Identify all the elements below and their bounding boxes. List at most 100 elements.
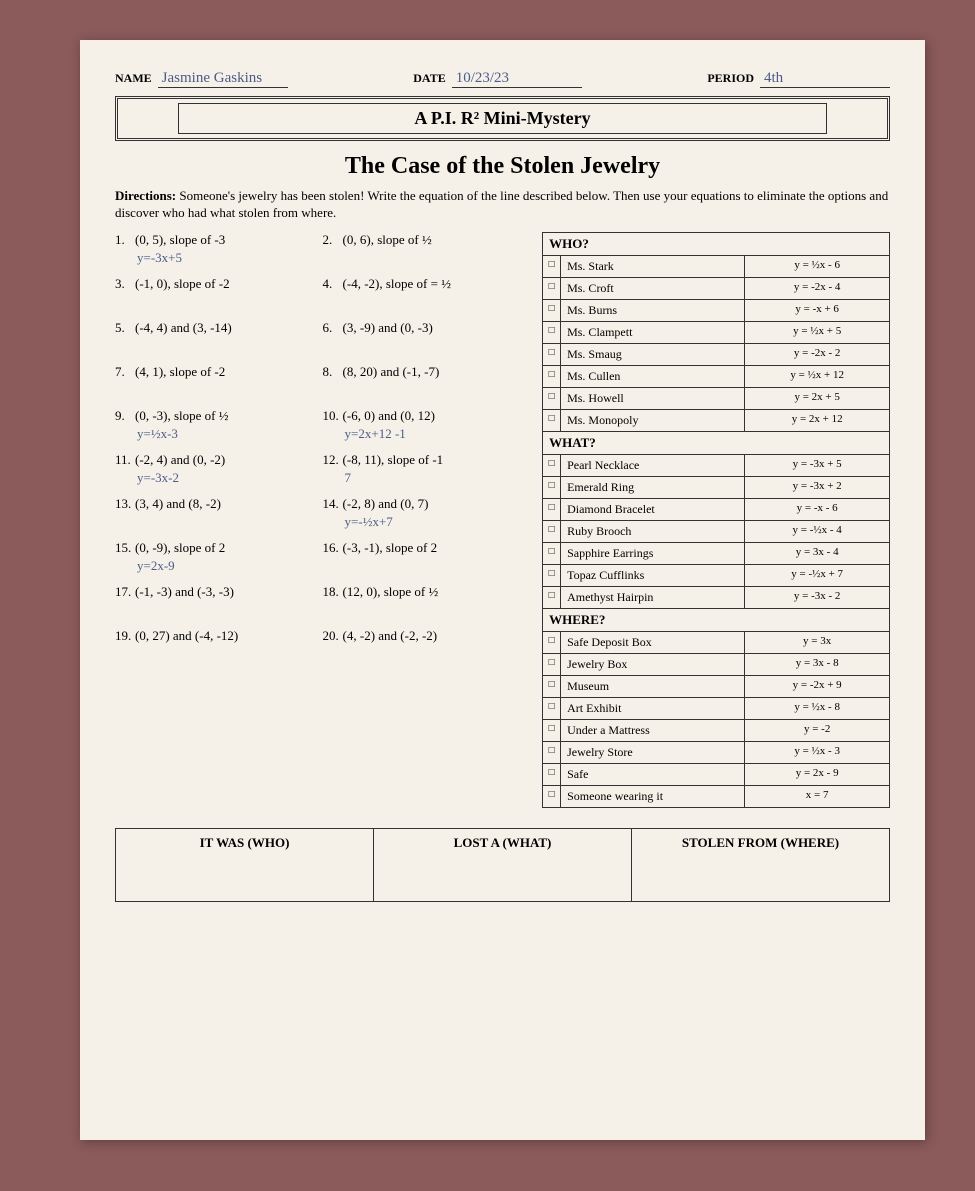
student-work[interactable]: y=-3x-2 [137,470,179,486]
answer-equation: y = 2x + 5 [745,388,889,409]
checkbox[interactable]: □ [543,344,561,365]
problem-number: 12. [323,452,343,468]
problem: 8.(8, 20) and (-1, -7) [323,364,531,380]
final-what[interactable]: LOST A (WHAT) [374,829,632,901]
student-work[interactable]: y=2x+12 -1 [345,426,406,442]
date-value[interactable]: 10/23/23 [452,70,582,88]
answer-equation: y = -2x - 2 [745,344,889,365]
answer-label: Emerald Ring [561,477,745,498]
checkbox[interactable]: □ [543,521,561,542]
answer-label: Someone wearing it [561,786,745,807]
answer-equation: y = ½x - 6 [745,256,889,277]
student-work[interactable]: y=-3x+5 [137,250,182,266]
answer-equation: y = 3x [745,632,889,653]
answer-table: WHO?□Ms. Starky = ½x - 6□Ms. Crofty = -2… [542,232,890,808]
final-answer-row: IT WAS (WHO) LOST A (WHAT) STOLEN FROM (… [115,828,890,902]
checkbox[interactable]: □ [543,543,561,564]
checkbox[interactable]: □ [543,742,561,763]
answer-label: Ruby Brooch [561,521,745,542]
answer-row: □Ruby Broochy = -½x - 4 [543,521,889,543]
answer-label: Ms. Clampett [561,322,745,343]
checkbox[interactable]: □ [543,256,561,277]
problem-text: (-2, 8) and (0, 7) [343,496,429,511]
problem-text: (0, -9), slope of 2 [135,540,225,555]
problem: 3.(-1, 0), slope of -2 [115,276,323,292]
problem-number: 17. [115,584,135,600]
answer-row: □Ms. Burnsy = -x + 6 [543,300,889,322]
answer-label: Ms. Howell [561,388,745,409]
answer-row: □Jewelry Boxy = 3x - 8 [543,654,889,676]
answer-row: □Topaz Cufflinksy = -½x + 7 [543,565,889,587]
problem-text: (-1, -3) and (-3, -3) [135,584,234,599]
final-who[interactable]: IT WAS (WHO) [116,829,374,901]
date-field: DATE 10/23/23 [413,70,581,88]
problem: 4.(-4, -2), slope of = ½ [323,276,531,292]
student-work[interactable]: 7 [345,470,352,486]
answer-row: □Ms. Smaugy = -2x - 2 [543,344,889,366]
answer-label: Ms. Smaug [561,344,745,365]
checkbox[interactable]: □ [543,366,561,387]
student-work[interactable]: y=-½x+7 [345,514,393,530]
problem-text: (0, 27) and (-4, -12) [135,628,238,643]
answer-row: □Museumy = -2x + 9 [543,676,889,698]
checkbox[interactable]: □ [543,764,561,785]
answer-row: □Ms. Monopolyy = 2x + 12 [543,410,889,432]
section-header: WHAT? [543,432,889,455]
directions: Directions: Someone's jewelry has been s… [115,188,890,222]
checkbox[interactable]: □ [543,565,561,586]
checkbox[interactable]: □ [543,477,561,498]
period-value[interactable]: 4th [760,70,890,88]
problem-number: 10. [323,408,343,424]
problem-text: (-8, 11), slope of -1 [343,452,444,467]
answer-label: Ms. Monopoly [561,410,745,431]
name-value[interactable]: Jasmine Gaskins [158,70,288,88]
answer-equation: x = 7 [745,786,889,807]
checkbox[interactable]: □ [543,455,561,476]
checkbox[interactable]: □ [543,410,561,431]
problems-column: 1.(0, 5), slope of -3y=-3x+52.(0, 6), sl… [115,232,530,808]
answer-equation: y = ½x + 5 [745,322,889,343]
checkbox[interactable]: □ [543,300,561,321]
checkbox[interactable]: □ [543,278,561,299]
answer-label: Jewelry Box [561,654,745,675]
final-where[interactable]: STOLEN FROM (WHERE) [632,829,889,901]
checkbox[interactable]: □ [543,676,561,697]
date-label: DATE [413,71,445,86]
problem: 20.(4, -2) and (-2, -2) [323,628,531,644]
problem: 12.(-8, 11), slope of -17 [323,452,531,468]
problem-row: 11.(-2, 4) and (0, -2)y=-3x-212.(-8, 11)… [115,452,530,468]
checkbox[interactable]: □ [543,654,561,675]
checkbox[interactable]: □ [543,786,561,807]
answer-equation: y = ½x + 12 [745,366,889,387]
problem-number: 2. [323,232,343,248]
checkbox[interactable]: □ [543,720,561,741]
checkbox[interactable]: □ [543,632,561,653]
answer-label: Safe [561,764,745,785]
period-label: PERIOD [707,71,754,86]
student-work[interactable]: y=½x-3 [137,426,178,442]
problem-text: (4, -2) and (-2, -2) [343,628,438,643]
problem: 11.(-2, 4) and (0, -2)y=-3x-2 [115,452,323,468]
name-field: NAME Jasmine Gaskins [115,70,288,88]
checkbox[interactable]: □ [543,499,561,520]
answer-label: Ms. Croft [561,278,745,299]
answer-row: □Emerald Ringy = -3x + 2 [543,477,889,499]
student-work[interactable]: y=2x-9 [137,558,175,574]
checkbox[interactable]: □ [543,698,561,719]
answer-equation: y = -½x - 4 [745,521,889,542]
checkbox[interactable]: □ [543,388,561,409]
problem: 16.(-3, -1), slope of 2 [323,540,531,556]
problem: 14.(-2, 8) and (0, 7)y=-½x+7 [323,496,531,512]
checkbox[interactable]: □ [543,322,561,343]
answer-label: Ms. Stark [561,256,745,277]
problem-row: 15.(0, -9), slope of 2y=2x-916.(-3, -1),… [115,540,530,556]
problem-number: 11. [115,452,135,468]
problem: 5.(-4, 4) and (3, -14) [115,320,323,336]
checkbox[interactable]: □ [543,587,561,608]
answer-row: □Sapphire Earringsy = 3x - 4 [543,543,889,565]
problem-text: (-4, -2), slope of = ½ [343,276,451,291]
answer-row: □Pearl Necklacey = -3x + 5 [543,455,889,477]
answer-row: □Ms. Clampetty = ½x + 5 [543,322,889,344]
answer-row: □Safey = 2x - 9 [543,764,889,786]
answer-row: □Someone wearing itx = 7 [543,786,889,807]
